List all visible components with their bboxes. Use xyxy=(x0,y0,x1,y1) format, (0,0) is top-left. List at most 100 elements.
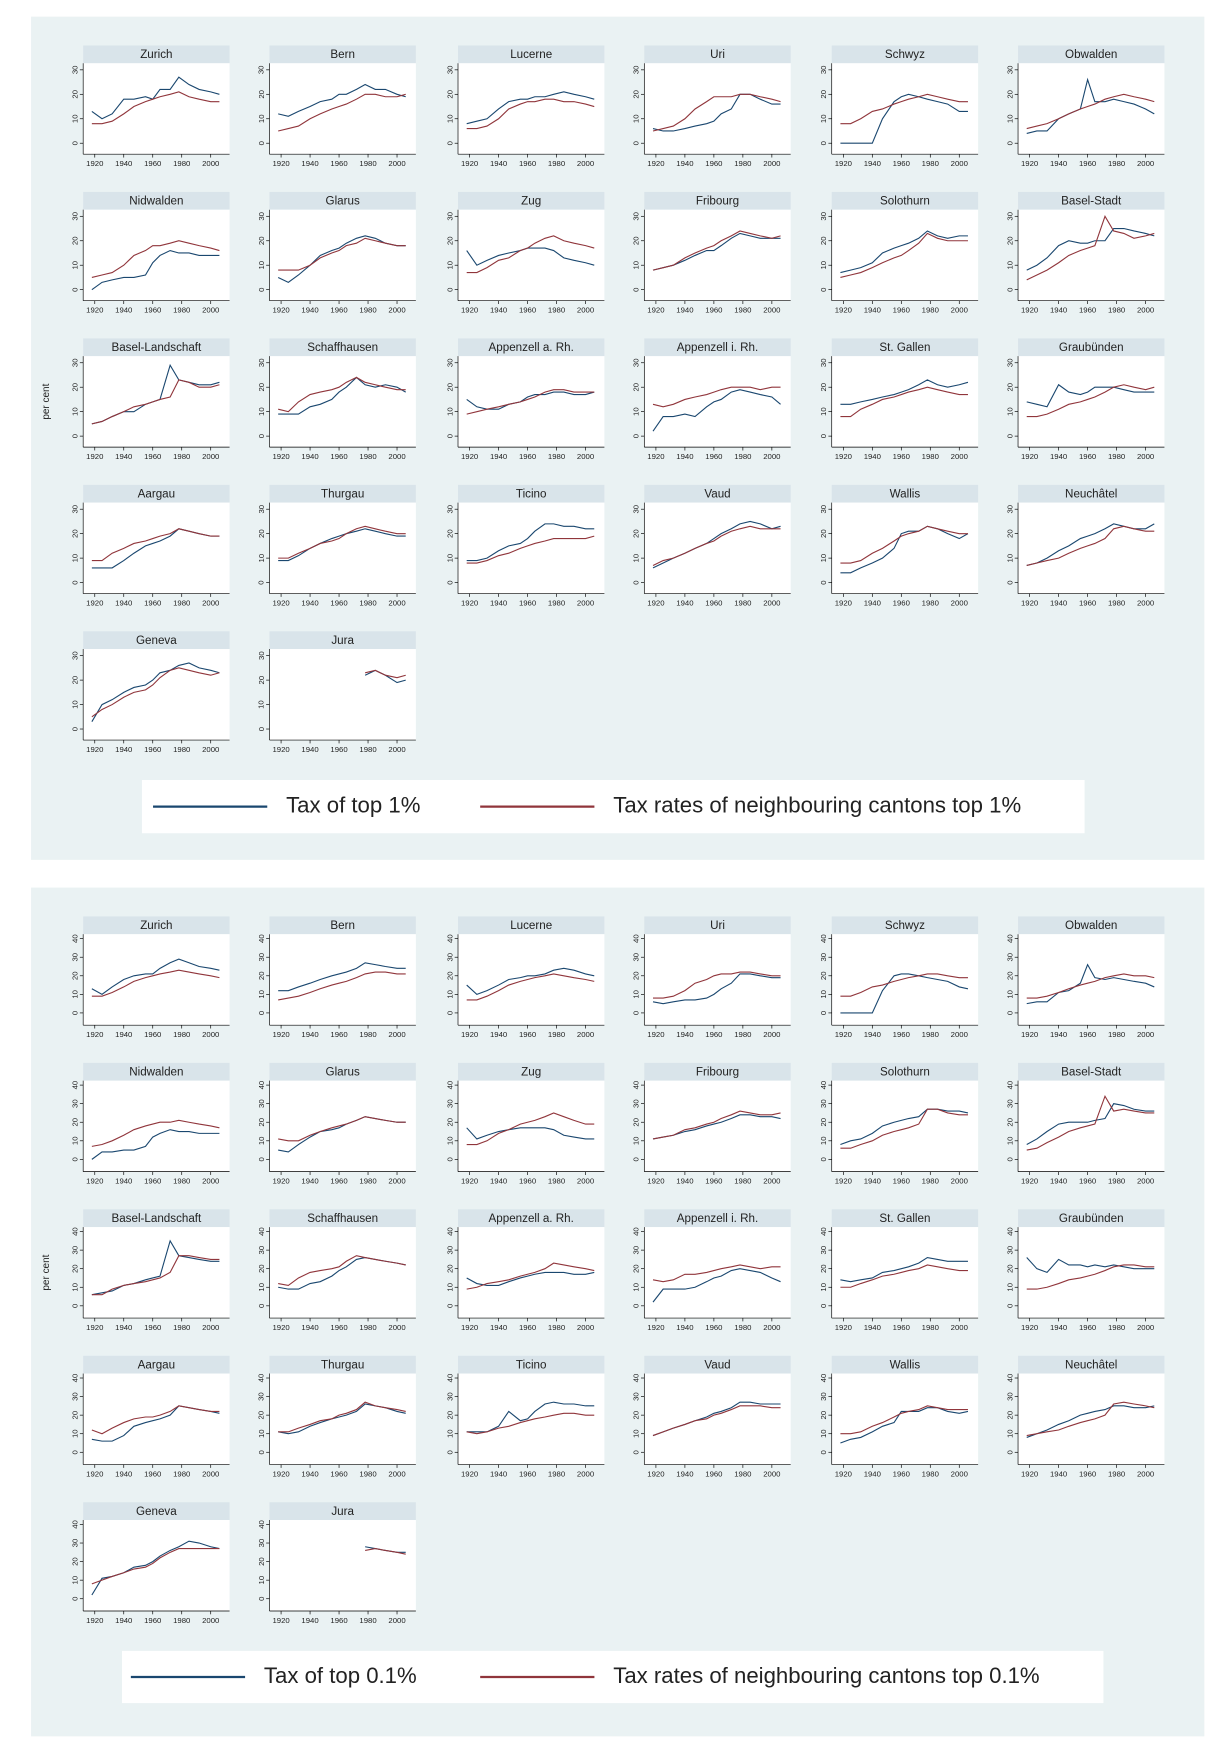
y-tick-label: 10 xyxy=(257,1576,266,1585)
plot-area xyxy=(1018,356,1165,448)
y-tick-label: 40 xyxy=(632,1081,641,1090)
data-line xyxy=(1026,214,1155,281)
x-tick-label: 2000 xyxy=(577,159,594,168)
x-tick-label: 1940 xyxy=(301,1470,318,1479)
y-tick-label: 10 xyxy=(70,114,79,123)
x-tick-label: 1940 xyxy=(1050,1470,1067,1479)
y-tick-label: 40 xyxy=(819,1227,828,1236)
y-tick-label: 10 xyxy=(819,114,828,123)
data-line xyxy=(652,93,781,132)
data-line xyxy=(466,1127,595,1140)
data-line xyxy=(652,230,781,271)
y-tick-label: 10 xyxy=(632,261,641,270)
x-tick-label: 1980 xyxy=(359,452,376,461)
data-line xyxy=(840,232,968,278)
y-tick-label: 0 xyxy=(1005,434,1014,438)
x-tick-label: 1960 xyxy=(519,1470,536,1479)
x-tick-label: 1980 xyxy=(734,1030,751,1039)
data-line xyxy=(1026,227,1155,271)
y-tick-label: 30 xyxy=(445,1392,454,1401)
plot-area xyxy=(1018,63,1165,155)
y-tick-label: 20 xyxy=(819,1264,828,1273)
y-tick-label: 0 xyxy=(257,1011,266,1015)
panel-title: Wallis xyxy=(890,487,921,500)
x-tick-label: 1980 xyxy=(922,159,939,168)
x-tick-label: 1940 xyxy=(490,1323,507,1332)
x-tick-label: 1980 xyxy=(359,1323,376,1332)
x-tick-label: 2000 xyxy=(763,159,780,168)
plot-area xyxy=(644,1080,791,1172)
plot-area xyxy=(644,934,791,1026)
x-tick-label: 1960 xyxy=(330,1177,347,1186)
x-tick-label: 2000 xyxy=(577,452,594,461)
panel-title: Vaud xyxy=(704,1358,730,1371)
panel-title-bar xyxy=(83,45,230,64)
y-tick-label: 20 xyxy=(819,383,828,392)
y-tick-label: 10 xyxy=(1005,1283,1014,1292)
x-tick-label: 2000 xyxy=(202,306,219,315)
y-tick-label: 0 xyxy=(1005,1304,1014,1308)
x-tick-label: 1960 xyxy=(893,452,910,461)
data-line xyxy=(91,1255,220,1296)
data-line xyxy=(91,1119,220,1147)
data-line xyxy=(466,1262,595,1290)
data-line xyxy=(652,1110,781,1140)
x-tick-label: 2000 xyxy=(951,1177,968,1186)
x-tick-label: 1920 xyxy=(647,1323,664,1332)
y-tick-label: 40 xyxy=(445,934,454,943)
plot-area xyxy=(831,1080,979,1172)
y-tick-label: 10 xyxy=(445,1136,454,1145)
x-tick-label: 2000 xyxy=(763,306,780,315)
x-tick-label: 2000 xyxy=(951,452,968,461)
plot-area xyxy=(831,502,979,594)
x-tick-label: 1980 xyxy=(922,452,939,461)
x-tick-label: 1960 xyxy=(705,159,722,168)
panel-title-bar xyxy=(269,1355,416,1374)
x-tick-label: 1980 xyxy=(1108,599,1125,608)
data-line xyxy=(466,247,595,266)
x-tick-label: 1940 xyxy=(115,306,132,315)
panel-title: Zug xyxy=(521,1065,541,1078)
plot-area xyxy=(831,63,979,155)
y-tick-label: 10 xyxy=(70,554,79,563)
y-tick-label: 0 xyxy=(257,434,266,438)
x-tick-label: 1940 xyxy=(490,306,507,315)
plot-area xyxy=(831,209,979,301)
x-tick-label: 1980 xyxy=(173,1030,190,1039)
x-tick-label: 1980 xyxy=(1108,159,1125,168)
y-tick-label: 0 xyxy=(632,1157,641,1161)
x-tick-label: 2000 xyxy=(388,1470,405,1479)
x-tick-label: 1920 xyxy=(272,1323,289,1332)
x-tick-label: 1980 xyxy=(173,1177,190,1186)
x-tick-label: 1980 xyxy=(548,1323,565,1332)
data-line xyxy=(840,973,968,997)
x-tick-label: 1920 xyxy=(1021,159,1038,168)
y-tick-label: 20 xyxy=(257,1118,266,1127)
x-tick-label: 1920 xyxy=(86,1030,103,1039)
y-tick-label: 0 xyxy=(1005,1011,1014,1015)
y-tick-label: 10 xyxy=(1005,990,1014,999)
y-tick-label: 10 xyxy=(632,554,641,563)
plot-area xyxy=(458,356,605,448)
y-tick-label: 0 xyxy=(632,1450,641,1454)
y-tick-label: 10 xyxy=(1005,554,1014,563)
y-tick-label: 30 xyxy=(70,66,79,75)
x-tick-label: 2000 xyxy=(1137,1470,1154,1479)
x-tick-label: 2000 xyxy=(202,1616,219,1625)
data-line xyxy=(652,1268,781,1303)
plot-area xyxy=(269,1373,416,1465)
x-tick-label: 1940 xyxy=(115,1323,132,1332)
panel-title-bar xyxy=(269,338,416,357)
x-tick-label: 2000 xyxy=(202,1470,219,1479)
x-tick-label: 1920 xyxy=(461,1323,478,1332)
data-line xyxy=(91,1129,220,1160)
x-tick-label: 2000 xyxy=(577,1323,594,1332)
y-tick-label: 0 xyxy=(257,727,266,731)
panel-title-bar xyxy=(83,916,230,935)
x-tick-label: 1920 xyxy=(835,1177,852,1186)
data-line xyxy=(1026,1094,1155,1151)
x-tick-label: 2000 xyxy=(202,1323,219,1332)
x-tick-label: 1940 xyxy=(676,159,693,168)
x-tick-label: 2000 xyxy=(388,1323,405,1332)
y-tick-label: 20 xyxy=(632,236,641,245)
